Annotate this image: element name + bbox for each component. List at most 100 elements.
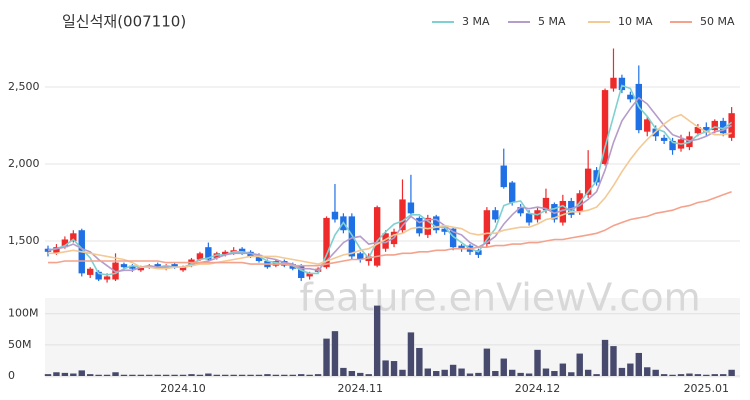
candle-body <box>441 228 448 232</box>
candle-body <box>525 213 533 223</box>
ma-line <box>47 96 732 273</box>
candle-body <box>255 254 263 262</box>
volume-bar <box>441 369 448 376</box>
chart-title: 일신석재(007110) <box>62 13 186 31</box>
y-tick-label: 1,500 <box>8 234 40 247</box>
candle-body <box>129 265 136 269</box>
volume-bar <box>517 372 524 376</box>
volume-bar <box>703 374 710 376</box>
volume-bar <box>120 374 128 376</box>
candle-body <box>593 170 600 183</box>
y-tick-label: 50M <box>8 338 32 351</box>
volume-bar <box>357 372 364 376</box>
candle-body <box>492 210 499 220</box>
volume-bar <box>534 349 541 376</box>
volume-bar <box>618 367 626 376</box>
volume-bar <box>677 374 685 376</box>
volume-bar <box>610 346 617 376</box>
x-tick-label: 2024.10 <box>160 382 206 395</box>
candle-body <box>323 217 330 268</box>
volume-bar <box>424 368 431 376</box>
volume-bar <box>103 374 111 376</box>
volume-bar <box>61 372 69 376</box>
volume-bar <box>70 373 77 376</box>
volume-bar <box>162 374 170 376</box>
candle-body <box>103 276 111 280</box>
volume-bar <box>407 332 415 376</box>
y-tick-label: 2,500 <box>8 80 40 93</box>
volume-bar <box>146 374 153 376</box>
volume-bar <box>179 374 187 376</box>
volume-bar <box>720 374 727 376</box>
candle-body <box>584 168 592 195</box>
candle-body <box>542 197 550 211</box>
volume-bar <box>584 369 592 376</box>
candle-body <box>306 273 313 277</box>
candle-body <box>137 267 145 271</box>
candle-body <box>669 140 676 151</box>
candle-body <box>61 239 69 248</box>
volume-bar <box>95 374 102 376</box>
candle-body <box>517 207 524 214</box>
volume-bar <box>568 372 575 376</box>
candle-body <box>416 217 423 234</box>
volume-bar <box>323 338 330 376</box>
candle-body <box>87 268 94 275</box>
ma-line <box>48 113 732 270</box>
y-tick-label: 2,000 <box>8 157 40 170</box>
candle-body <box>551 204 558 220</box>
volume-bar <box>331 331 339 376</box>
candle-body <box>711 120 718 131</box>
candle-body <box>205 247 212 260</box>
candle-body <box>373 207 381 266</box>
candle-body <box>660 137 668 141</box>
volume-bar <box>222 374 229 376</box>
volume-bar <box>711 374 718 376</box>
price-panel <box>45 10 740 298</box>
volume-bar <box>551 371 558 376</box>
candle-body <box>95 271 102 280</box>
x-tick-label: 2024.11 <box>338 382 384 395</box>
legend-label: 3 MA <box>462 15 490 28</box>
volume-bar <box>593 374 600 376</box>
candle-body <box>433 216 440 231</box>
volume-bar <box>281 374 288 376</box>
volume-bar <box>87 374 94 376</box>
volume-bar <box>500 358 507 376</box>
volume-bar <box>449 364 457 376</box>
candle-body <box>53 247 60 254</box>
volume-bar <box>399 369 406 376</box>
volume-bar <box>112 372 119 376</box>
volume-bar <box>373 305 381 376</box>
volume-bar <box>188 374 195 376</box>
candle-body <box>298 265 305 278</box>
legend-label: 5 MA <box>538 15 566 28</box>
volume-bar <box>247 374 254 376</box>
candle-body <box>500 165 507 188</box>
candle-body <box>382 233 389 249</box>
candle-body <box>407 202 415 214</box>
volume-bar <box>306 374 313 376</box>
volume-bar <box>660 374 668 376</box>
y-tick-label: 100M <box>8 307 39 320</box>
volume-bar <box>255 374 263 376</box>
volume-bar <box>340 367 347 376</box>
candle-body <box>728 113 735 138</box>
volume-bar <box>289 374 296 376</box>
volume-bar <box>686 373 693 376</box>
volume-bar <box>44 374 52 376</box>
candle-body <box>399 199 406 231</box>
candle-body <box>196 253 204 260</box>
candle-body <box>154 264 161 268</box>
candle-body <box>610 77 617 89</box>
volume-bar <box>492 371 499 376</box>
ma-line <box>48 190 732 267</box>
candle-body <box>179 267 187 271</box>
volume-bar <box>390 361 398 376</box>
volume-bar <box>466 373 474 376</box>
candle-body <box>601 90 609 165</box>
volume-bar <box>230 374 237 376</box>
volume-bar <box>669 374 676 376</box>
